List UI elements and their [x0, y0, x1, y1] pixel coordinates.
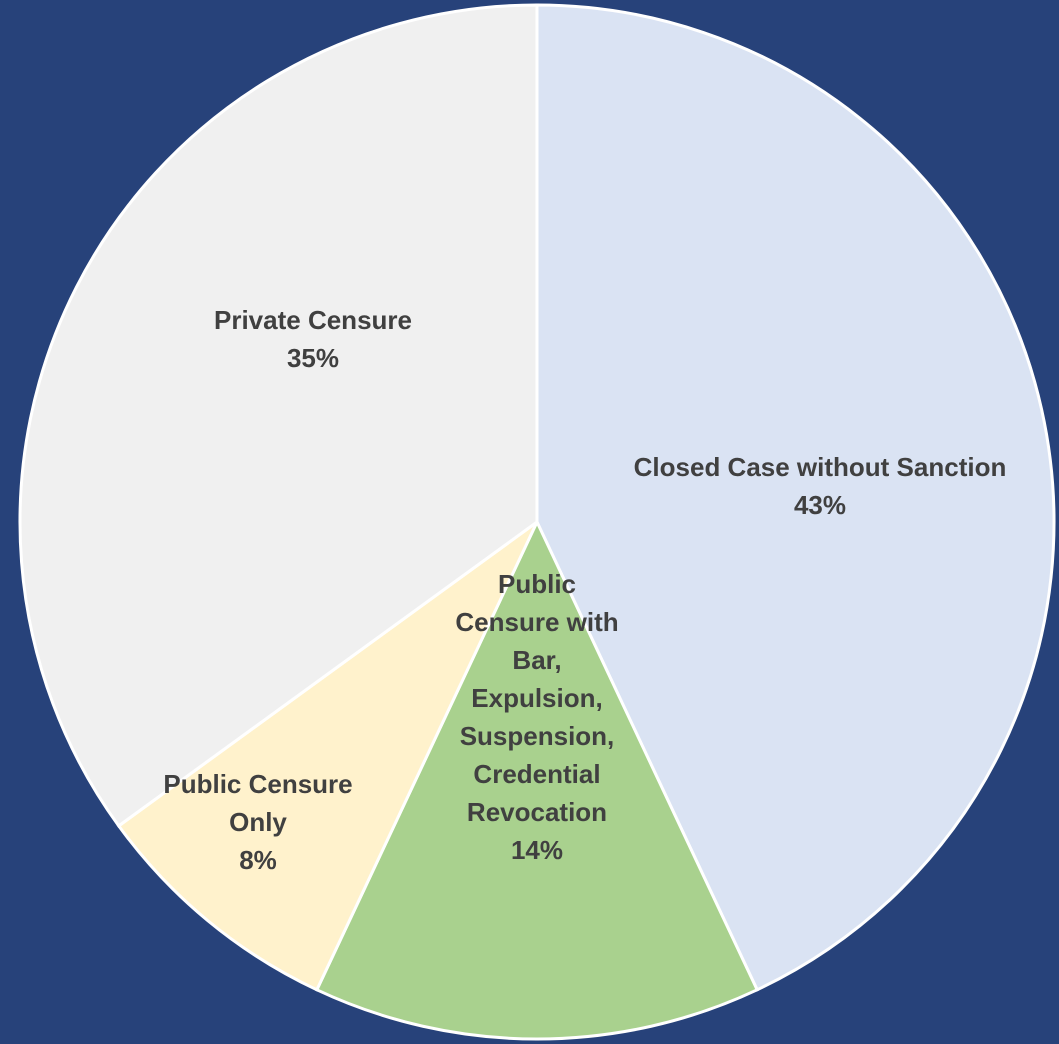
pie-label-line: Public	[498, 569, 576, 599]
pie-label-line: Expulsion,	[471, 683, 602, 713]
pie-slices	[18, 3, 1056, 1041]
pie-label-line: Only	[229, 807, 287, 837]
pie-label-2: Public Censure with Bar, Expulsion, Suspensi…	[455, 569, 618, 865]
pie-label-line: Private Censure	[214, 305, 412, 335]
pie-label-line: Public Censure	[163, 769, 352, 799]
pie-label-4: Private Censure 35%	[214, 305, 412, 373]
pie-label-line: Suspension,	[460, 721, 615, 751]
pie-label-percent: 35%	[287, 343, 339, 373]
pie-label-line: Bar,	[512, 645, 561, 675]
pie-slice-2	[314, 518, 760, 1041]
pie-label-line: Revocation	[467, 797, 607, 827]
pie-label-1: Closed Case without Sanction 43%	[634, 452, 1007, 520]
pie-labels: Closed Case without Sanction 43% Public Cen…	[163, 305, 1006, 875]
pie-label-3: Public Censure Only 8%	[163, 769, 352, 875]
pie-label-percent: 14%	[511, 835, 563, 865]
pie-slice-1	[535, 3, 1056, 992]
pie-slice-3	[116, 520, 539, 992]
pie-slice-4	[18, 3, 539, 828]
pie-label-line: Credential	[473, 759, 600, 789]
pie-label-line: Censure with	[455, 607, 618, 637]
pie-label-percent: 43%	[794, 490, 846, 520]
pie-label-percent: 8%	[239, 845, 277, 875]
pie-label-line: Closed Case without Sanction	[634, 452, 1007, 482]
